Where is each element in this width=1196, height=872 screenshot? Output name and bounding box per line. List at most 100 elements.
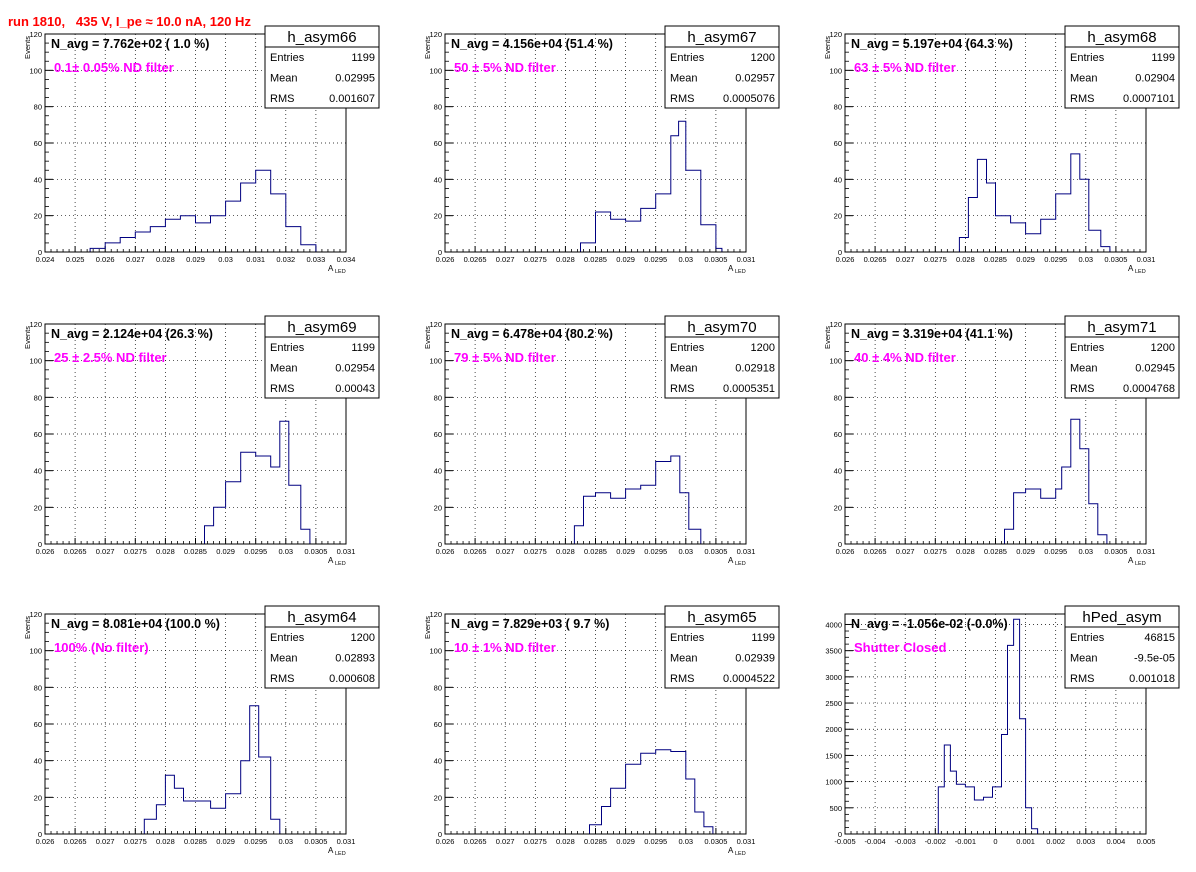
y-tick-label: 80 [834, 103, 842, 112]
stats-value: 1199 [751, 632, 775, 644]
y-tick-label: 4000 [825, 620, 842, 629]
x-tick-label: -0.002 [925, 837, 946, 846]
y-tick-label: 120 [29, 320, 42, 329]
x-tick-label: 0.026 [436, 255, 455, 264]
x-tick-label: -0.004 [864, 837, 885, 846]
x-tick-label: 0.026 [436, 837, 455, 846]
x-tick-label: 0.0265 [464, 255, 487, 264]
y-tick-label: 60 [834, 139, 842, 148]
stats-label: Entries [1070, 52, 1105, 64]
x-tick-label: 0.033 [307, 255, 326, 264]
navg-label: N_avg = 5.197e+04 (64.3 %) [851, 37, 1013, 51]
stats-value: 0.0005351 [723, 383, 775, 395]
stats-value: 0.02995 [335, 73, 375, 85]
stats-value: 0.0005076 [723, 93, 775, 105]
x-tick-label: 0.03 [678, 255, 693, 264]
histogram-series [995, 418, 1108, 545]
stats-value: 1200 [351, 632, 375, 644]
y-tick-label: 60 [34, 139, 42, 148]
x-tick-label: 0.028 [956, 547, 975, 556]
x-tick-label: 0.0265 [864, 255, 887, 264]
y-axis-label: Events [823, 326, 832, 349]
y-tick-label: 120 [429, 30, 442, 39]
x-tick-label: 0.024 [36, 255, 55, 264]
stats-box [664, 315, 780, 399]
x-tick-label: 0.0275 [924, 547, 947, 556]
y-tick-label: 0 [838, 540, 842, 549]
y-axis-label: Events [23, 616, 32, 639]
y-tick-label: 100 [429, 357, 442, 366]
x-axis-label-sub: LED [735, 851, 746, 857]
y-tick-label: 100 [29, 357, 42, 366]
stats-box [264, 25, 380, 109]
x-tick-label: 0.029 [1016, 255, 1035, 264]
stats-box [1064, 25, 1180, 109]
x-axis-label-sub: LED [1135, 561, 1146, 567]
x-tick-label: 0.0275 [124, 547, 147, 556]
y-tick-label: 120 [29, 610, 42, 619]
x-tick-label: 0.0305 [704, 255, 727, 264]
y-tick-label: 40 [834, 175, 842, 184]
x-tick-label: 0.026 [96, 255, 115, 264]
histogram-series [195, 420, 311, 545]
y-tick-label: 0 [838, 830, 842, 839]
stats-box [664, 25, 780, 109]
stats-label: RMS [1070, 93, 1094, 105]
y-tick-label: 20 [434, 503, 442, 512]
y-tick-label: 500 [829, 804, 842, 813]
x-tick-label: 0.029 [216, 547, 235, 556]
stats-title: h_asym64 [287, 609, 356, 626]
x-tick-label: 0.0295 [244, 547, 267, 556]
navg-label: N_avg = 8.081e+04 (100.0 %) [51, 617, 220, 631]
x-tick-label: 0.029 [186, 255, 205, 264]
y-tick-label: 80 [34, 103, 42, 112]
stats-value: 1199 [1151, 52, 1175, 64]
y-axis-label: Events [23, 36, 32, 59]
stats-label: Mean [270, 363, 298, 375]
y-tick-label: 80 [834, 393, 842, 402]
stats-label: RMS [670, 673, 694, 685]
x-tick-label: 0.03 [678, 547, 693, 556]
y-tick-label: 20 [834, 503, 842, 512]
x-tick-label: 0.026 [36, 837, 55, 846]
y-tick-label: 60 [34, 720, 42, 729]
y-tick-label: 40 [34, 467, 42, 476]
x-tick-label: 0.0295 [244, 837, 267, 846]
x-tick-label: 0.031 [337, 837, 356, 846]
x-tick-label: 0.026 [836, 547, 855, 556]
x-tick-label: 0.0305 [304, 837, 327, 846]
x-tick-label: 0.031 [737, 547, 756, 556]
x-axis-label: A [328, 556, 334, 565]
y-tick-label: 20 [34, 212, 42, 221]
navg-label: N_avg = 2.124e+04 (26.3 %) [51, 327, 213, 341]
stats-title: h_asym65 [687, 609, 756, 626]
stats-label: Mean [1070, 653, 1098, 665]
stats-box [264, 315, 380, 399]
x-tick-label: 0 [993, 837, 997, 846]
x-tick-label: 0.027 [496, 837, 515, 846]
x-axis-label: A [328, 264, 334, 273]
stats-value: 0.02904 [1135, 73, 1175, 85]
plot-frame [44, 613, 347, 835]
y-tick-label: 40 [34, 757, 42, 766]
stats-label: Mean [670, 363, 698, 375]
stats-title: h_asym66 [287, 29, 356, 46]
x-tick-label: 0.0285 [184, 837, 207, 846]
x-tick-label: 0.026 [36, 547, 55, 556]
x-tick-label: 0.0265 [64, 547, 87, 556]
y-tick-label: 20 [34, 793, 42, 802]
x-tick-label: 0.0285 [584, 837, 607, 846]
histogram-series [565, 120, 723, 253]
x-tick-label: 0.0265 [864, 547, 887, 556]
x-tick-label: 0.027 [96, 547, 115, 556]
navg-label: N_avg = -1.056e-02 (-0.0%) [851, 617, 1008, 631]
x-axis-label: A [1128, 264, 1134, 273]
y-tick-label: 1000 [825, 778, 842, 787]
y-tick-label: 80 [34, 683, 42, 692]
y-tick-label: 0 [38, 540, 42, 549]
x-tick-label: 0.004 [1107, 837, 1126, 846]
y-axis-label: Events [423, 326, 432, 349]
stats-value: 0.001018 [1129, 673, 1175, 685]
stats-value: 0.0004522 [723, 673, 775, 685]
histogram-series [580, 749, 714, 835]
